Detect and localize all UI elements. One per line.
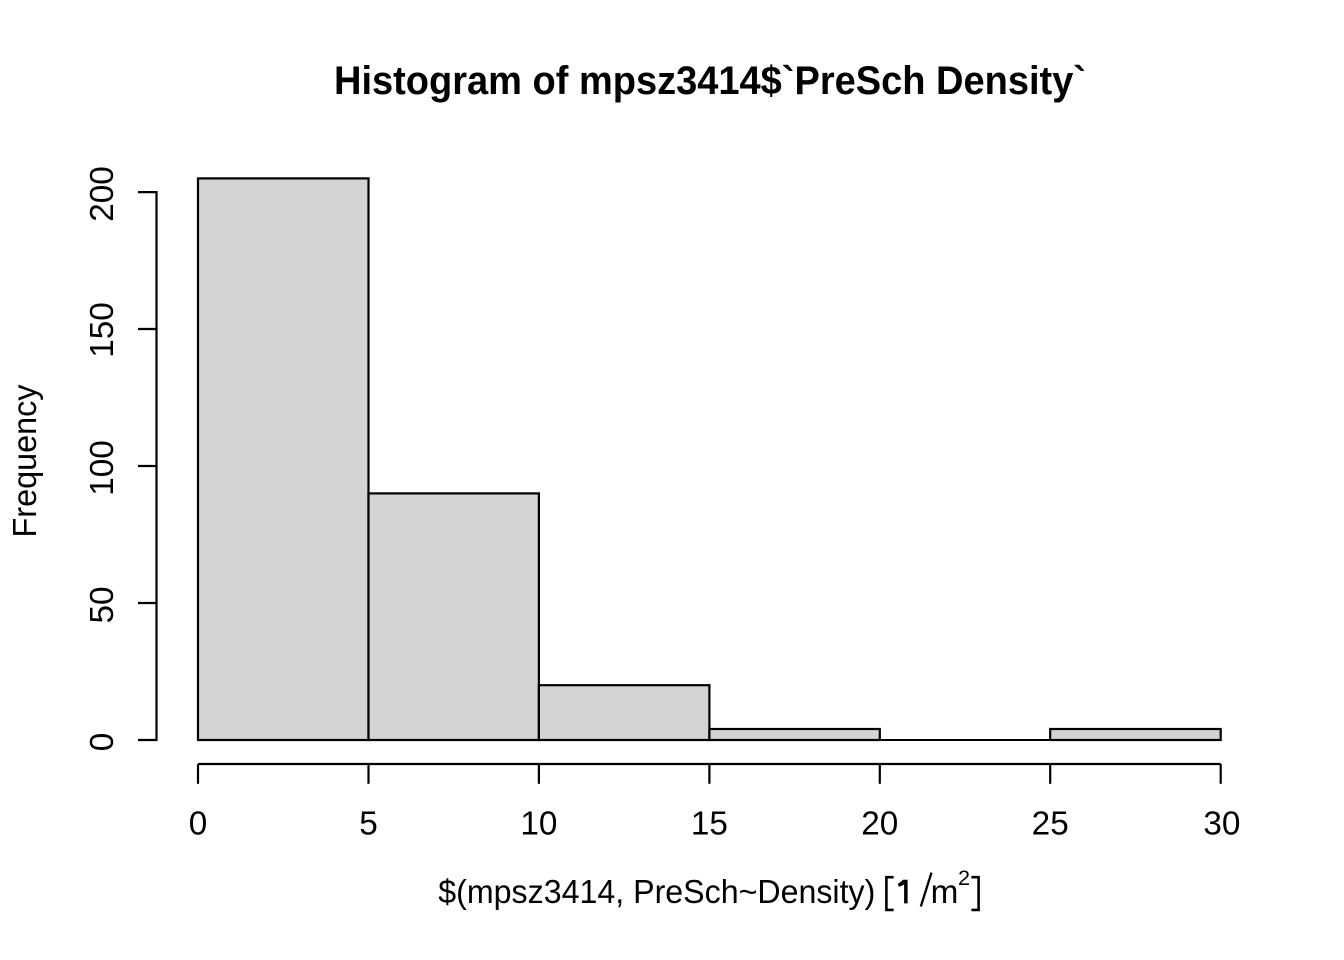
svg-text:20: 20 <box>861 805 898 842</box>
svg-text:Histogram of mpsz3414$`PreSch: Histogram of mpsz3414$`PreSch Density` <box>334 59 1086 103</box>
svg-text:15: 15 <box>691 805 728 842</box>
svg-text:5: 5 <box>359 805 378 842</box>
svg-text:0: 0 <box>84 733 121 752</box>
svg-text:150: 150 <box>84 302 121 358</box>
svg-text:10: 10 <box>520 805 557 842</box>
svg-text:30: 30 <box>1203 805 1240 842</box>
svg-text:100: 100 <box>84 440 121 496</box>
svg-text:$(mpsz3414, PreSch~Density): $(mpsz3414, PreSch~Density) <box>438 874 875 911</box>
svg-text:2: 2 <box>958 865 970 890</box>
svg-text:50: 50 <box>84 586 121 623</box>
svg-text:200: 200 <box>84 166 121 222</box>
svg-text:Frequency: Frequency <box>7 384 44 537</box>
svg-text:0: 0 <box>189 805 208 842</box>
svg-text:m: m <box>931 874 959 911</box>
svg-text:25: 25 <box>1032 805 1069 842</box>
